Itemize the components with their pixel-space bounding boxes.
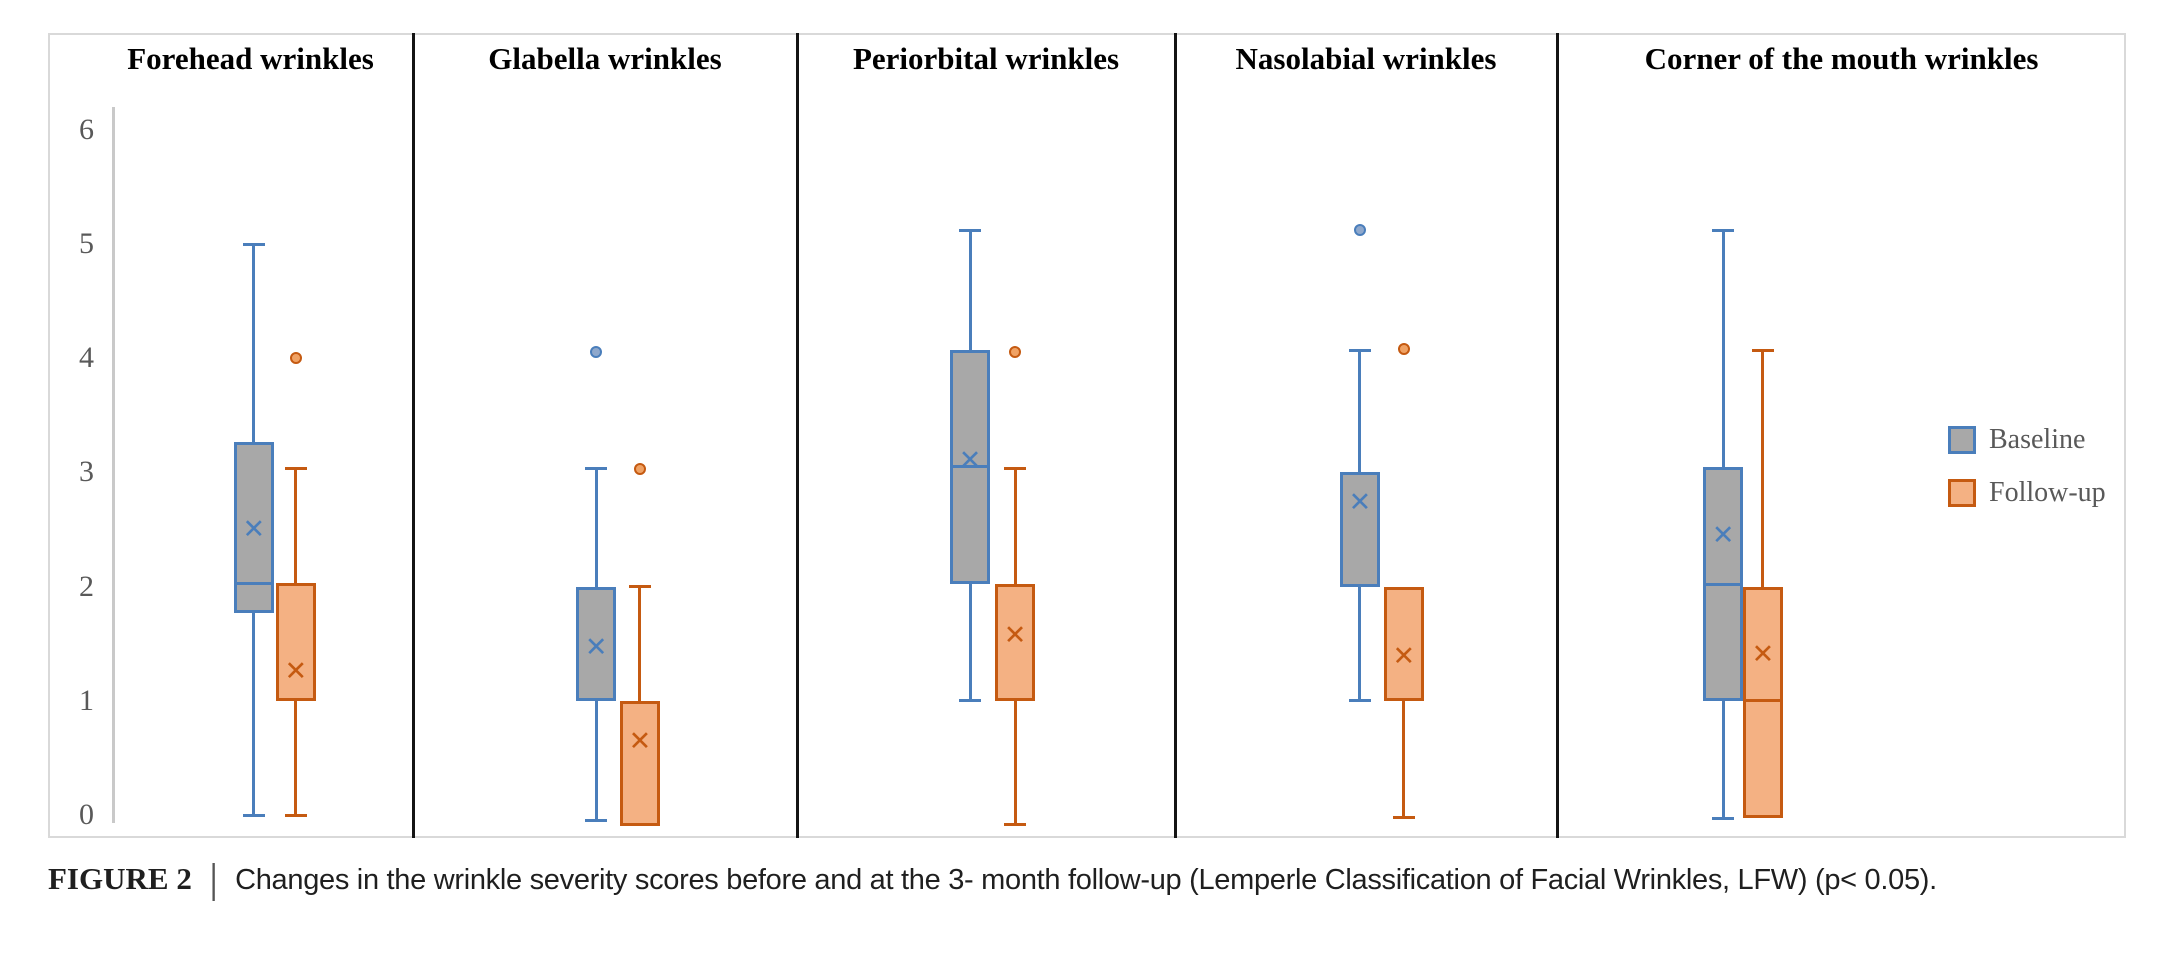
- panel-title-corner-of-the-mouth-wrinkles: Corner of the mouth wrinkles: [1644, 41, 2039, 76]
- nasolabial-wrinkles-baseline-upper-whisker-cap: [1348, 348, 1371, 352]
- legend-swatch-followup-icon: [1948, 479, 1976, 507]
- glabella-wrinkles-baseline-outlier-dot: [590, 346, 603, 359]
- forehead-wrinkles-followup-box: [275, 583, 316, 701]
- y-tick-label-2: 2: [79, 569, 94, 603]
- y-tick-label-5: 5: [79, 227, 94, 260]
- y-axis-line: [112, 107, 115, 823]
- corner-of-the-mouth-wrinkles-baseline-upper-whisker: [1721, 230, 1725, 467]
- forehead-wrinkles-followup-outlier-dot: [289, 352, 302, 365]
- periorbital-wrinkles-baseline-lower-whisker-cap: [959, 699, 982, 703]
- y-tick-label-3: 3: [79, 455, 94, 489]
- forehead-wrinkles-followup-upper-whisker-cap: [284, 467, 307, 471]
- corner-of-the-mouth-wrinkles-baseline-upper-whisker-cap: [1712, 228, 1735, 232]
- periorbital-wrinkles-followup-upper-whisker-cap: [1004, 467, 1027, 471]
- caption-separator: |: [209, 857, 218, 903]
- corner-of-the-mouth-wrinkles-baseline-lower-whisker: [1721, 700, 1725, 819]
- panel-separator: [412, 33, 415, 838]
- corner-of-the-mouth-wrinkles-followup-median-line: [1742, 699, 1783, 703]
- panel-nasolabial-wrinkles: Nasolabial wrinkles✕✕: [1175, 0, 1557, 840]
- nasolabial-wrinkles-baseline-lower-whisker: [1358, 586, 1362, 701]
- corner-of-the-mouth-wrinkles-baseline-median-line: [1703, 582, 1744, 586]
- panel-separator: [796, 33, 799, 838]
- forehead-wrinkles-followup-lower-whisker: [294, 700, 298, 815]
- corner-of-the-mouth-wrinkles-followup-upper-whisker-cap: [1751, 348, 1774, 352]
- corner-of-the-mouth-wrinkles-followup-box: [1742, 586, 1783, 819]
- panel-separator: [1556, 33, 1559, 838]
- legend-entry-followup: Follow-up: [1948, 477, 2106, 509]
- nasolabial-wrinkles-followup-lower-whisker: [1402, 700, 1406, 818]
- chart-area-border: [48, 33, 2126, 838]
- caption-figure-label: FIGURE 2: [48, 861, 192, 896]
- y-tick-label-0: 0: [79, 798, 94, 831]
- glabella-wrinkles-baseline-box: [576, 586, 617, 701]
- periorbital-wrinkles-followup-lower-whisker-cap: [1004, 822, 1027, 826]
- glabella-wrinkles-baseline-lower-whisker: [594, 700, 598, 821]
- corner-of-the-mouth-wrinkles-baseline-lower-whisker-cap: [1712, 816, 1735, 820]
- nasolabial-wrinkles-baseline-box: [1339, 472, 1380, 587]
- panel-periorbital-wrinkles: Periorbital wrinkles✕✕: [797, 0, 1175, 840]
- panel-forehead-wrinkles: Forehead wrinkles✕✕: [48, 0, 413, 840]
- forehead-wrinkles-followup-upper-whisker: [294, 468, 298, 584]
- forehead-wrinkles-baseline-upper-whisker: [252, 244, 256, 442]
- periorbital-wrinkles-baseline-upper-whisker: [968, 230, 972, 351]
- nasolabial-wrinkles-followup-lower-whisker-cap: [1392, 815, 1415, 819]
- y-tick-label-1: 1: [79, 683, 94, 717]
- nasolabial-wrinkles-followup-outlier-dot: [1397, 343, 1410, 356]
- y-tick-label-6: 6: [79, 112, 94, 146]
- panel-corner-of-the-mouth-wrinkles: Corner of the mouth wrinkles✕✕: [1557, 0, 2126, 840]
- glabella-wrinkles-followup-box: [619, 700, 660, 827]
- forehead-wrinkles-baseline-lower-whisker-cap: [242, 813, 265, 817]
- periorbital-wrinkles-followup-outlier-dot: [1009, 346, 1022, 359]
- caption-text: Changes in the wrinkle severity scores b…: [235, 864, 1937, 896]
- figure-caption: FIGURE 2 | Changes in the wrinkle severity…: [48, 856, 2126, 903]
- glabella-wrinkles-followup-upper-whisker-cap: [628, 585, 651, 589]
- legend-label-followup: Follow-up: [1989, 477, 2106, 508]
- forehead-wrinkles-followup-lower-whisker-cap: [284, 813, 307, 817]
- glabella-wrinkles-baseline-upper-whisker: [594, 468, 598, 587]
- glabella-wrinkles-followup-upper-whisker: [638, 586, 642, 701]
- legend: Baseline Follow-up: [1948, 424, 2106, 530]
- panel-title-periorbital-wrinkles: Periorbital wrinkles: [852, 41, 1120, 76]
- periorbital-wrinkles-baseline-upper-whisker-cap: [959, 228, 982, 232]
- periorbital-wrinkles-baseline-lower-whisker: [968, 584, 972, 701]
- glabella-wrinkles-baseline-upper-whisker-cap: [585, 467, 608, 471]
- glabella-wrinkles-baseline-lower-whisker-cap: [585, 819, 608, 823]
- nasolabial-wrinkles-baseline-upper-whisker: [1358, 350, 1362, 473]
- panel-separator: [1174, 33, 1177, 838]
- legend-swatch-baseline-icon: [1948, 426, 1976, 454]
- glabella-wrinkles-followup-outlier-dot: [633, 462, 646, 475]
- nasolabial-wrinkles-baseline-outlier-dot: [1353, 224, 1366, 237]
- periorbital-wrinkles-followup-lower-whisker: [1013, 700, 1017, 825]
- periorbital-wrinkles-baseline-median-line: [950, 465, 991, 469]
- corner-of-the-mouth-wrinkles-followup-upper-whisker: [1761, 350, 1765, 587]
- forehead-wrinkles-baseline-upper-whisker-cap: [242, 242, 265, 246]
- nasolabial-wrinkles-baseline-lower-whisker-cap: [1348, 699, 1371, 703]
- periorbital-wrinkles-followup-upper-whisker: [1013, 468, 1017, 585]
- panel-glabella-wrinkles: Glabella wrinkles✕✕: [413, 0, 797, 840]
- periorbital-wrinkles-followup-box: [995, 584, 1036, 701]
- panel-title-forehead-wrinkles: Forehead wrinkles: [127, 41, 374, 76]
- panel-title-nasolabial-wrinkles: Nasolabial wrinkles: [1235, 41, 1497, 76]
- panel-title-glabella-wrinkles: Glabella wrinkles: [488, 41, 722, 76]
- nasolabial-wrinkles-followup-box: [1383, 586, 1424, 701]
- legend-entry-baseline: Baseline: [1948, 424, 2106, 456]
- legend-label-baseline: Baseline: [1989, 424, 2086, 455]
- y-tick-label-4: 4: [79, 341, 94, 375]
- forehead-wrinkles-baseline-lower-whisker: [252, 612, 256, 815]
- forehead-wrinkles-baseline-median-line: [233, 581, 274, 585]
